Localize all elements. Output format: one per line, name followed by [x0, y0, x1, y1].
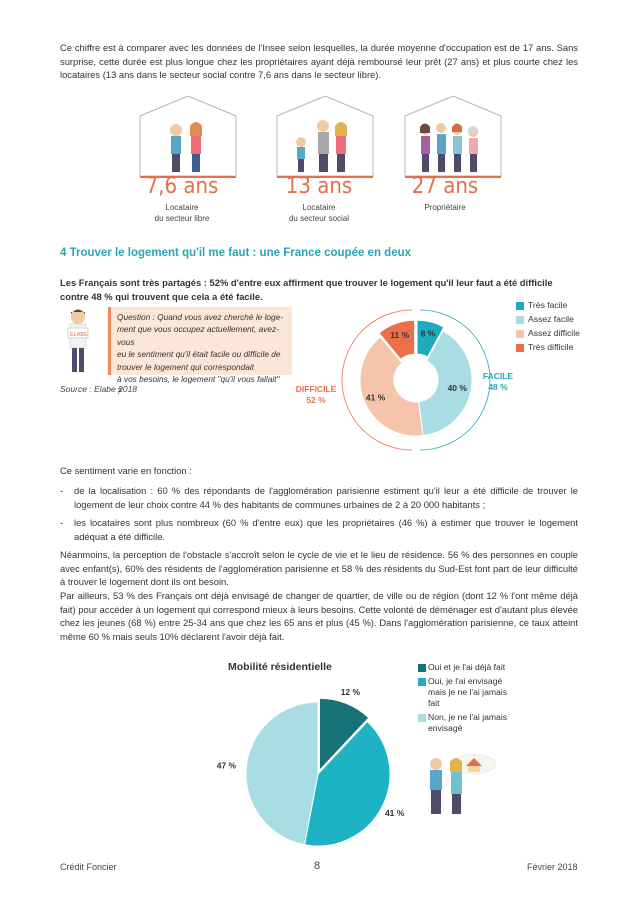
house-label-1: Locataire du secteur libre — [154, 203, 210, 223]
elabe-mascot-icon: ELABE — [67, 309, 89, 372]
ease-value-label-2: 40 % — [448, 383, 468, 393]
bullet-item: - de la localisation : 60 % des répondan… — [60, 485, 578, 510]
legend2-swatch-3 — [418, 714, 426, 722]
house-outline-2 — [276, 96, 374, 178]
source-note: Source : Elabe 2018 — [60, 384, 138, 394]
bullet-item: - les locataires sont plus nombreux (60 … — [60, 517, 578, 542]
sentiment-intro: Ce sentiment varie en fonction : — [60, 465, 192, 476]
mobility-donut-chart: 12 % 41 % 47 % — [217, 687, 405, 847]
legend-tres-difficile: Très difficile — [528, 342, 574, 352]
mobility-slice-1 — [318, 697, 370, 772]
facile-label: FACILE 48 % — [482, 371, 514, 392]
house-label-2: Locataire du secteur social — [288, 203, 350, 223]
family-figures — [296, 120, 347, 172]
mobility-chart-title: Mobilité résidentielle — [228, 661, 332, 673]
house-outline-1 — [139, 96, 237, 178]
legend-swatch-assez-facile — [516, 316, 524, 324]
footer-left: Crédit Foncier — [60, 862, 117, 872]
legend-swatch-tres-difficile — [516, 344, 524, 352]
ease-slice-4 — [378, 319, 416, 360]
ease-value-label-1: 8 % — [421, 329, 436, 339]
section-title: 4 Trouver le logement qu'il me faut : un… — [60, 247, 412, 259]
house-value-3: 27 ans — [411, 174, 479, 199]
house-outline-3 — [404, 96, 502, 178]
legend-swatch-tres-facile — [516, 302, 524, 310]
difficile-label: DIFFICILE 52 % — [295, 384, 337, 405]
page-number: 8 — [314, 860, 321, 872]
ease-slice-1 — [416, 319, 445, 358]
mobility-value-label-3: 47 % — [217, 760, 237, 770]
ease-value-label-4: 11 % — [390, 330, 409, 340]
house-value-2: 13 ans — [285, 174, 353, 199]
ease-donut-chart: 8 % 40 % 41 % 11 % — [341, 309, 491, 451]
couple-moving-illustration — [430, 753, 497, 814]
paragraph-ailleurs: Par ailleurs, 53 % des Français ont déjà… — [60, 590, 578, 642]
legend2-item-3: Non, je ne l'ai jamais envisagé — [428, 712, 508, 733]
elabe-badge: ELABE — [70, 332, 88, 338]
paragraph-neanmoins: Néanmoins, la perception de l'obstacle s… — [60, 549, 578, 588]
house-value-1: 7,6 ans — [145, 174, 219, 199]
legend2-item-2: Oui, je l'ai envisagé mais je ne l'ai ja… — [428, 676, 508, 708]
legend2-swatch-2 — [418, 678, 426, 686]
houses-illustration — [139, 96, 502, 178]
ease-slice-2 — [418, 330, 473, 437]
seniors-figures — [420, 123, 478, 172]
ease-value-label-3: 41 % — [366, 392, 386, 402]
lead-paragraph: Les Français sont très partagés : 52% d'… — [60, 277, 553, 302]
mobility-value-label-2: 41 % — [385, 808, 405, 818]
ease-slice-3 — [359, 336, 424, 437]
couple-figures — [170, 122, 202, 172]
mobility-value-label-1: 12 % — [341, 687, 361, 697]
legend-assez-facile: Assez facile — [528, 314, 574, 324]
footer-date: Février 2018 — [527, 862, 578, 872]
mobility-slice-2 — [303, 720, 391, 847]
intro-paragraph: Ce chiffre est à comparer avec les donné… — [60, 42, 578, 81]
legend-assez-difficile: Assez difficile — [528, 328, 580, 338]
house-label-3: Propriétaire — [424, 203, 466, 212]
legend2-swatch-1 — [418, 664, 426, 672]
legend-swatch-assez-difficile — [516, 330, 524, 338]
mobility-slice-3 — [245, 701, 319, 846]
facile-bracket — [419, 309, 491, 451]
legend2-item-1: Oui et je l'ai déjà fait — [428, 662, 506, 672]
difficile-bracket — [341, 309, 413, 451]
legend-tres-facile: Très facile — [528, 300, 568, 310]
survey-question-box: Question : Quand vous avez cherché le lo… — [108, 307, 292, 396]
